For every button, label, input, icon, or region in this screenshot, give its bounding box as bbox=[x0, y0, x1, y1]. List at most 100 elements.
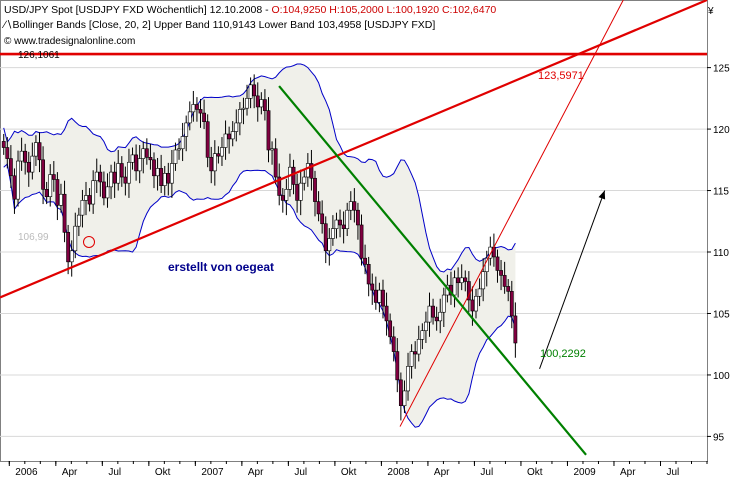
candle-body bbox=[402, 390, 407, 406]
candle-body bbox=[198, 109, 203, 114]
candle-body bbox=[184, 122, 189, 137]
candle-body bbox=[137, 158, 142, 172]
candle-body bbox=[356, 209, 360, 226]
candle-body bbox=[302, 176, 307, 184]
candle-body bbox=[284, 189, 289, 201]
candle-body bbox=[377, 289, 382, 303]
candle-body bbox=[237, 109, 242, 124]
candle-body bbox=[205, 121, 210, 158]
candle-body bbox=[499, 270, 503, 276]
trend-lines bbox=[0, 0, 708, 456]
candle-body bbox=[180, 136, 185, 150]
candle-body bbox=[263, 99, 267, 111]
candle-body bbox=[105, 186, 110, 199]
candle-body bbox=[506, 286, 511, 292]
candle-body bbox=[252, 84, 257, 97]
candle-body bbox=[320, 213, 325, 225]
candle-body bbox=[295, 184, 300, 201]
candle-body bbox=[195, 104, 199, 110]
candle-body bbox=[84, 195, 88, 201]
candle-body bbox=[48, 174, 53, 197]
x-tick-label: Apr bbox=[434, 467, 450, 478]
candle-body bbox=[144, 148, 149, 158]
candle-body bbox=[66, 232, 71, 263]
candle-body bbox=[102, 181, 106, 199]
y-tick-label: 125 bbox=[713, 64, 730, 75]
low-marker bbox=[83, 236, 95, 248]
candle-body bbox=[452, 277, 457, 296]
candle-body bbox=[166, 173, 171, 184]
candle-body bbox=[1, 141, 6, 148]
red-thin-line bbox=[399, 0, 624, 427]
x-tick-label: Apr bbox=[248, 467, 264, 478]
candle-body bbox=[463, 277, 468, 282]
x-tick-label: 2006 bbox=[15, 467, 38, 478]
candle-body bbox=[341, 224, 346, 229]
candle-body bbox=[391, 336, 396, 352]
candle-body bbox=[416, 338, 421, 355]
candle-body bbox=[466, 281, 471, 301]
y-tick-label: 115 bbox=[713, 187, 729, 198]
x-tick-label: Okt bbox=[527, 467, 543, 478]
bollinger-icon: ∕∖ bbox=[1, 19, 12, 31]
candle-body bbox=[37, 142, 42, 161]
candle-body bbox=[73, 225, 78, 252]
candle-body bbox=[59, 193, 63, 206]
candle-body bbox=[187, 111, 192, 124]
candle-body bbox=[488, 246, 493, 259]
y-tick-label: 120 bbox=[713, 125, 730, 136]
candle-body bbox=[438, 311, 443, 322]
candle-body bbox=[277, 176, 282, 196]
candle-body bbox=[316, 201, 321, 215]
candle-body bbox=[55, 179, 60, 206]
candle-body bbox=[87, 195, 92, 205]
candle-body bbox=[434, 316, 439, 322]
candle-body bbox=[431, 305, 435, 318]
candle-body bbox=[209, 157, 214, 172]
x-tick-label: Jul bbox=[666, 467, 679, 478]
candle-body bbox=[327, 238, 332, 252]
y-tick-label: 95 bbox=[713, 432, 725, 443]
candle-body bbox=[162, 173, 167, 186]
candle-body bbox=[330, 228, 335, 239]
candle-body bbox=[212, 153, 217, 172]
candle-body bbox=[270, 148, 274, 151]
arrow-line bbox=[539, 190, 606, 369]
candle-body bbox=[119, 163, 124, 178]
candle-body bbox=[323, 223, 328, 252]
candle-body bbox=[280, 195, 285, 201]
header-instrument: USD/JPY Spot [USDJPY FXD Wöchentlich] 12… bbox=[4, 4, 271, 16]
candle-body bbox=[456, 277, 461, 284]
x-tick-label: Okt bbox=[341, 467, 357, 478]
candle-body bbox=[8, 158, 13, 177]
header-line-1: USD/JPY Spot [USDJPY FXD Wöchentlich] 12… bbox=[4, 4, 496, 16]
candle-body bbox=[69, 250, 74, 263]
candle-body bbox=[345, 209, 350, 229]
candle-body bbox=[373, 289, 378, 303]
candle-body bbox=[26, 161, 31, 173]
candle-body bbox=[309, 163, 314, 179]
candle-body bbox=[223, 133, 228, 148]
candle-body bbox=[23, 150, 28, 163]
candle-body bbox=[62, 193, 67, 233]
candle-body bbox=[141, 148, 146, 159]
candle-body bbox=[116, 163, 121, 184]
y-tick-label: 100 bbox=[713, 371, 730, 382]
candles bbox=[1, 74, 518, 421]
candle-body bbox=[202, 112, 206, 123]
candle-body bbox=[359, 224, 364, 259]
x-tick-label: Okt bbox=[155, 467, 171, 478]
candle-body bbox=[234, 122, 239, 132]
currency-symbol: ¥ bbox=[707, 6, 714, 17]
candle-body bbox=[441, 294, 446, 313]
candle-body bbox=[169, 163, 174, 184]
candle-body bbox=[241, 107, 246, 110]
candle-body bbox=[384, 305, 389, 322]
x-tick-label: Apr bbox=[62, 467, 78, 478]
candle-body bbox=[30, 155, 35, 173]
x-tick-label: Jul bbox=[108, 467, 121, 478]
header-line-2: ∕∖Bollinger Bands [Close, 20, 2] Upper B… bbox=[1, 19, 435, 31]
x-tick-label: 2008 bbox=[387, 467, 410, 478]
